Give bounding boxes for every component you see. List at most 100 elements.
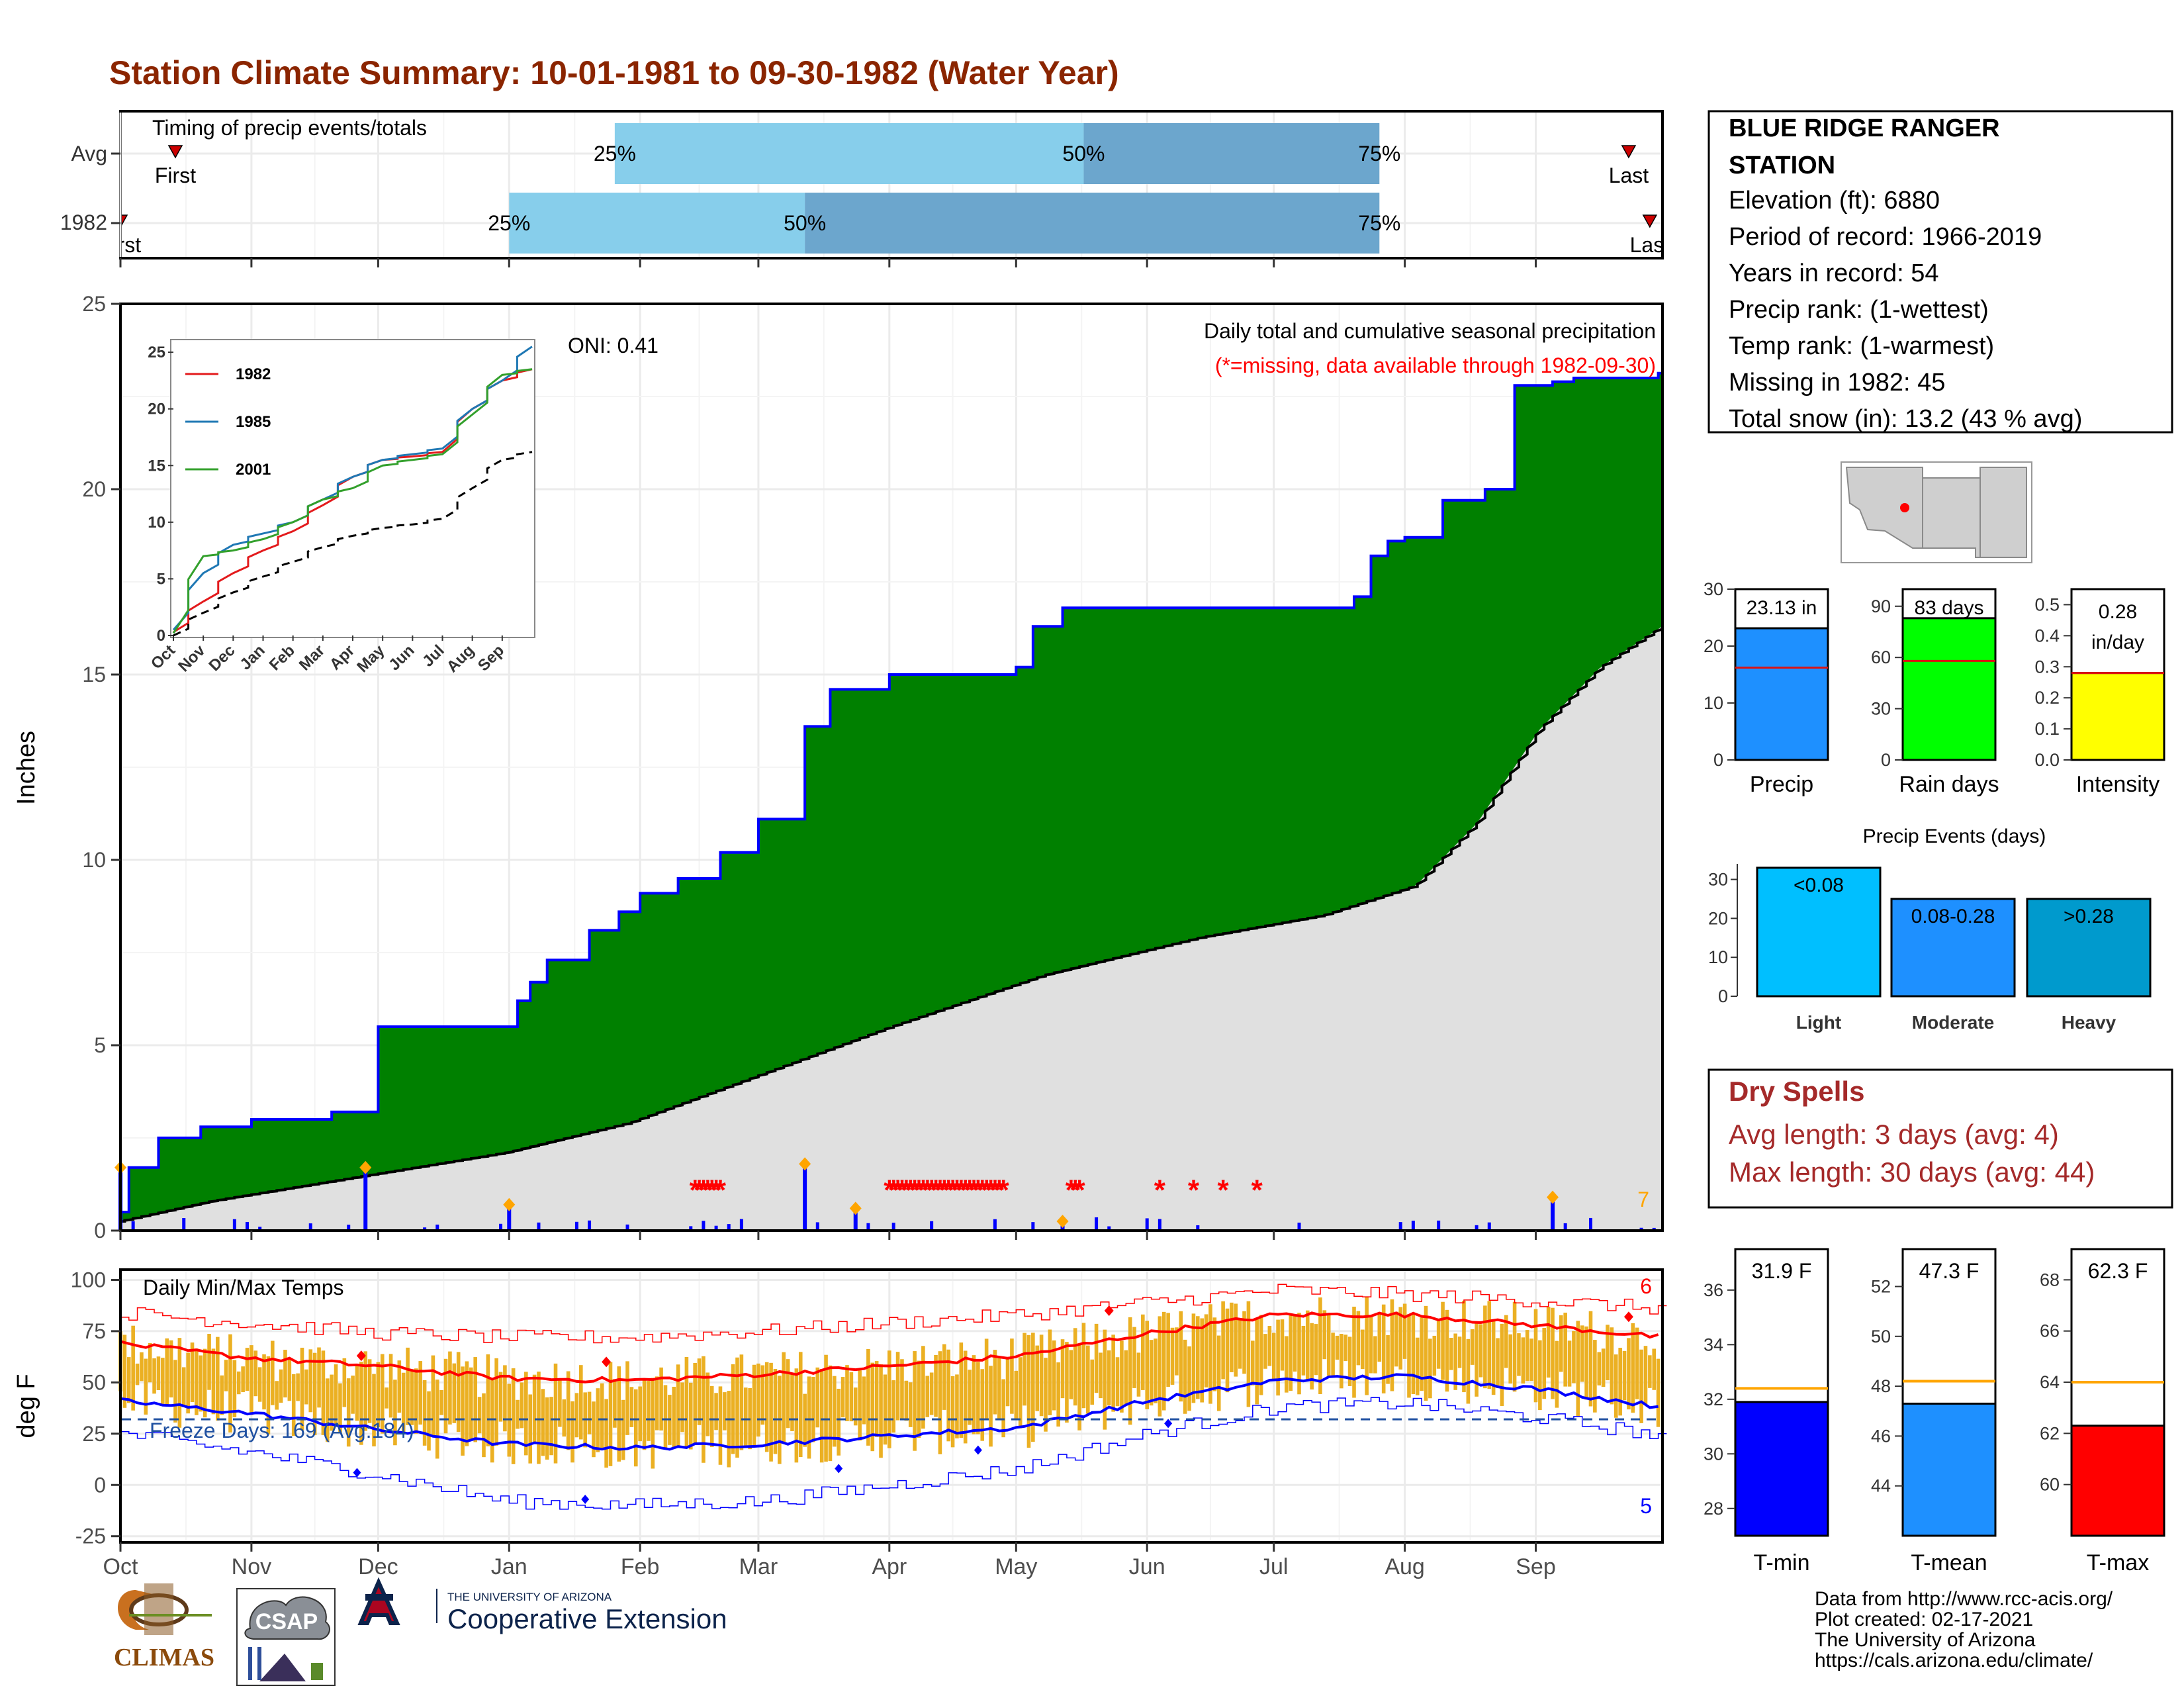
daily-temp-bar <box>904 1380 909 1421</box>
daily-temp-bar <box>786 1359 790 1429</box>
missing-data-marker: * <box>922 1174 934 1207</box>
daily-temp-bar <box>1001 1379 1005 1438</box>
events-bar-2 <box>2026 898 2152 998</box>
missing-data-marker: * <box>1069 1174 1081 1207</box>
daily-precip-bar <box>347 1225 351 1231</box>
record-high-marker <box>602 1356 612 1368</box>
summary-value-label: 0.28 <box>2099 601 2137 623</box>
daily-temp-bar <box>1242 1311 1246 1374</box>
daily-temp-bar <box>1234 1303 1238 1377</box>
inset-y-tick-label: 0 <box>157 627 165 645</box>
missing-data-marker: * <box>694 1174 705 1207</box>
daily-temp-bar <box>680 1382 684 1432</box>
average-cumulative-line <box>120 626 1664 1223</box>
daily-temp-bar <box>1462 1300 1466 1393</box>
daily-temp-bar <box>702 1356 705 1463</box>
daily-precip-bar <box>739 1219 743 1231</box>
daily-temp-bar <box>1259 1315 1263 1395</box>
daily-temp-bar <box>833 1376 837 1447</box>
daily-temp-bar <box>537 1372 541 1464</box>
daily-precip-bar <box>1158 1219 1161 1231</box>
daily-temp-bar <box>1500 1323 1504 1406</box>
daily-temp-bar <box>803 1393 807 1447</box>
daily-temp-bar <box>1301 1325 1306 1376</box>
daily-temp-bar <box>228 1334 232 1433</box>
missing-data-marker: * <box>985 1174 997 1207</box>
daily-temp-bar <box>1631 1323 1635 1413</box>
timing-bars: 25% 50% 75% First Last 25% 50% 75% First Last <box>100 123 1661 257</box>
daily-temp-bar <box>718 1386 723 1465</box>
precip-y-tick-label: 25 <box>82 292 106 316</box>
daily-temp-bar <box>253 1350 258 1397</box>
daily-temp-bar <box>587 1391 592 1434</box>
daily-temp-bar <box>942 1344 946 1410</box>
missing-data-marker: * <box>1218 1174 1230 1207</box>
precip-missing-markers: ******* **************************** *** * *… <box>690 1174 1263 1207</box>
daily-temp-bar <box>241 1366 245 1393</box>
daily-temp-bar <box>207 1333 211 1390</box>
temp-summary-y-tick-label: 68 <box>2040 1270 2060 1289</box>
daily-temp-bar <box>968 1370 972 1425</box>
daily-precip-peak-marker <box>849 1201 862 1215</box>
daily-temp-bar <box>731 1364 735 1454</box>
daily-precip-bar <box>1107 1226 1111 1231</box>
daily-precip-bar <box>1031 1222 1035 1231</box>
missing-data-marker: * <box>892 1174 904 1207</box>
daily-temp-bar <box>1161 1311 1166 1411</box>
daily-temp-bar <box>1141 1314 1145 1390</box>
last-event-label: Last <box>1609 164 1649 187</box>
daily-temp-bar <box>406 1347 410 1425</box>
daily-precip-bar <box>1297 1222 1301 1231</box>
daily-precip-bar <box>930 1221 934 1231</box>
daily-temp-bar <box>216 1336 220 1421</box>
summary-bar-label: Precip <box>1750 772 1813 797</box>
temp-summary-y-tick-label: 52 <box>1871 1276 1891 1296</box>
station-elevation: Elevation (ft): 6880 <box>1729 187 1940 214</box>
temp-summary-y-tick-label: 30 <box>1704 1444 1723 1464</box>
missing-data-marker: * <box>896 1174 908 1207</box>
daily-temp-bar <box>1305 1310 1310 1380</box>
daily-temp-bar <box>511 1368 516 1464</box>
summary-y-tick-label: 20 <box>1704 636 1723 656</box>
daily-temp-bar <box>1200 1318 1204 1403</box>
temp-label: Daily Min/Max Temps <box>143 1276 343 1299</box>
daily-temp-bar <box>1445 1309 1449 1392</box>
daily-precip-bar <box>182 1218 186 1231</box>
daily-temp-bar <box>613 1379 617 1428</box>
daily-temp-bar <box>1005 1356 1010 1407</box>
daily-temp-bar <box>220 1375 224 1415</box>
daily-temp-bar <box>811 1376 815 1442</box>
inset-y-tick-label: 5 <box>157 570 165 588</box>
daily-precip-bar <box>1196 1225 1200 1231</box>
daily-temp-bar <box>1627 1338 1631 1410</box>
daily-temp-bar <box>1365 1297 1369 1395</box>
precip-panel: ******* **************************** *** * *… <box>13 292 1664 1243</box>
first-event-label: First <box>100 233 141 257</box>
daily-temp-bar <box>1432 1335 1437 1376</box>
daily-temp-bar <box>1090 1359 1095 1405</box>
daily-temp-bar <box>993 1350 997 1415</box>
daily-temp-bar <box>439 1389 443 1415</box>
summary-y-tick-label: 30 <box>1871 699 1891 719</box>
daily-temp-bar <box>1521 1337 1525 1384</box>
daily-temp-bar <box>1293 1315 1297 1372</box>
daily-temp-bar <box>600 1383 604 1450</box>
daily-temp-bar <box>1107 1350 1111 1406</box>
daily-temp-bar <box>1360 1329 1365 1370</box>
daily-temp-bar <box>414 1368 418 1434</box>
daily-temp-bar <box>837 1388 841 1456</box>
daily-temp-bar <box>181 1367 186 1407</box>
missing-data-marker: * <box>972 1174 984 1207</box>
summary-bar-1 <box>1901 617 1997 761</box>
freeze-days-label: Freeze Days: 169 (Avg:184) <box>150 1419 414 1442</box>
daily-temp-bar <box>807 1376 811 1459</box>
daily-precip-peak-bar <box>853 1208 858 1231</box>
daily-temp-bar <box>1407 1314 1411 1398</box>
daily-temp-bar <box>1250 1340 1255 1385</box>
daily-temp-bar <box>469 1367 473 1440</box>
daily-temp-bar <box>1508 1334 1512 1384</box>
daily-temp-bar <box>1559 1315 1563 1372</box>
daily-temp-bar <box>1546 1307 1551 1378</box>
daily-temp-bar <box>566 1371 570 1450</box>
daily-temp-bar <box>980 1369 985 1441</box>
